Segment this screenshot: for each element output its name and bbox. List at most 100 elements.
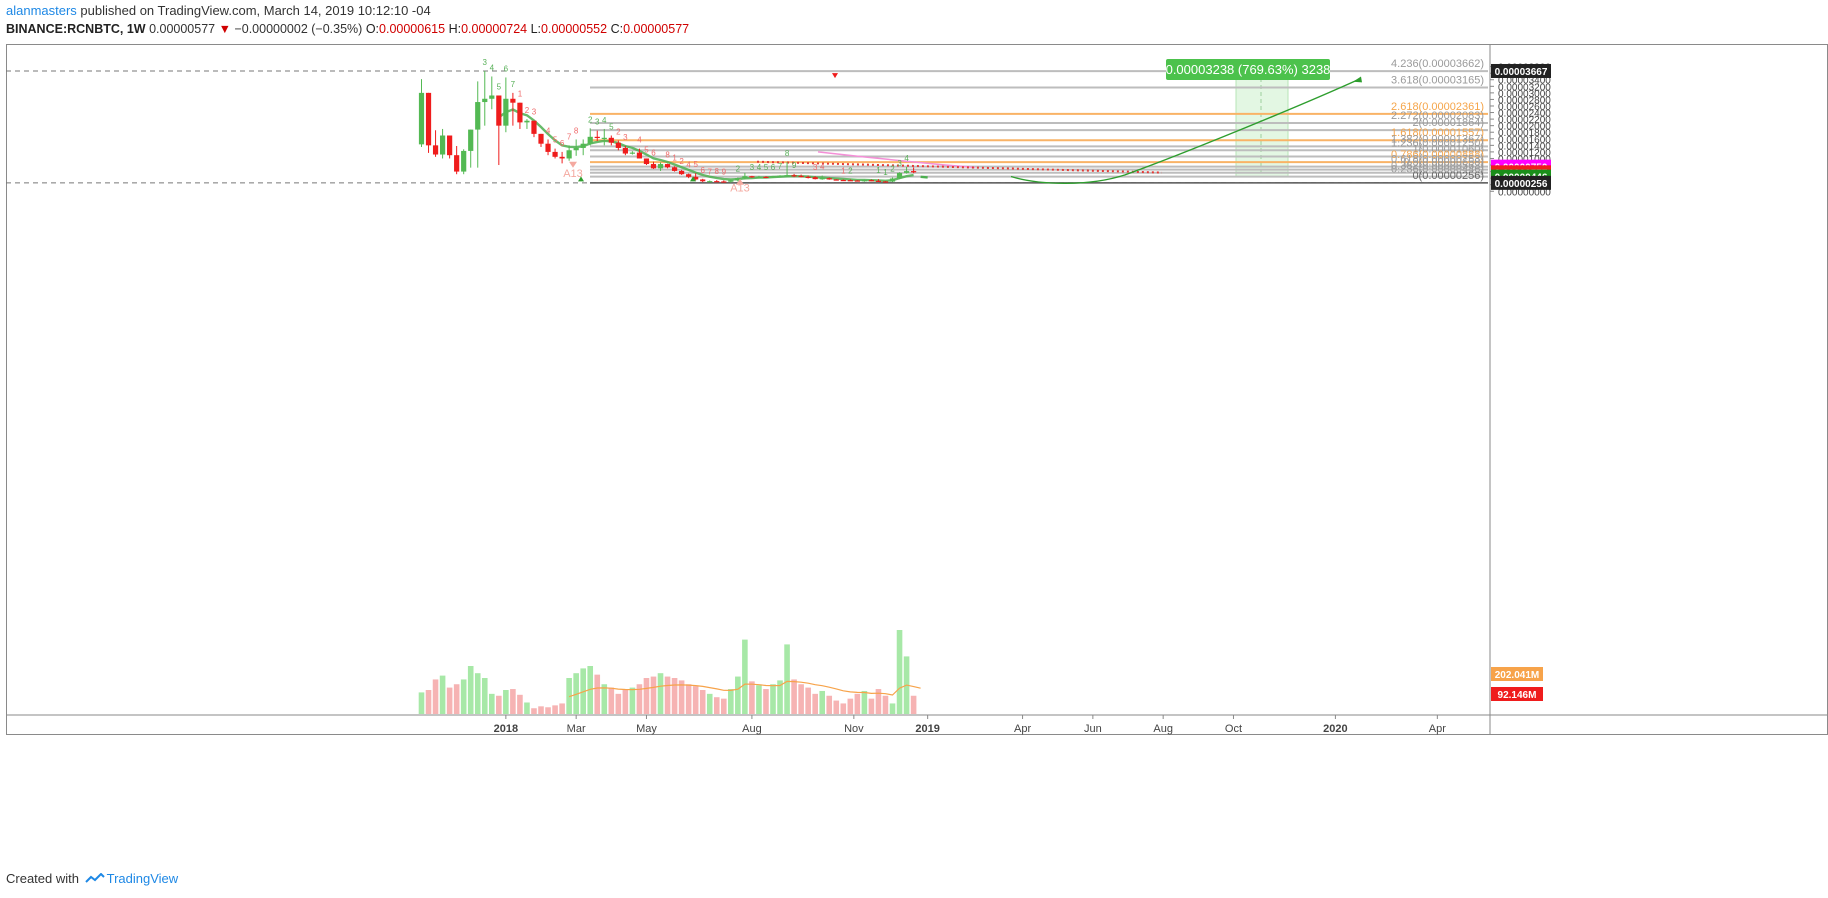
sequential-count: 5 (764, 163, 769, 172)
candle-body (559, 156, 565, 159)
down-triangle-icon (569, 161, 577, 168)
volume-bar (460, 679, 467, 714)
volume-bar (805, 687, 811, 714)
candle-body (418, 92, 425, 145)
volume-bar (826, 695, 833, 714)
candle-body (517, 102, 523, 123)
volume-bar (601, 684, 608, 714)
volume-bar (517, 694, 523, 714)
sequential-count: 6 (651, 149, 656, 158)
volume-bar (552, 705, 558, 714)
sequential-count: 9 (792, 161, 797, 170)
volume-bar (699, 690, 706, 714)
sequential-count: 6 (700, 166, 705, 175)
volume-bar (538, 706, 544, 714)
candle-body (721, 181, 727, 183)
close-value: 0.00000577 (623, 22, 690, 36)
candle-body (812, 177, 818, 180)
candle-body (882, 181, 889, 183)
sequential-count: 1 (518, 90, 523, 99)
y-tick-label: 0.00001400 (1498, 141, 1551, 152)
volume-bar (763, 689, 769, 714)
candle-body (643, 158, 650, 165)
x-tick-label: Mar (567, 723, 586, 735)
author-link[interactable]: alanmasters (6, 3, 77, 18)
candle-body (671, 167, 678, 171)
candle-body (531, 120, 537, 134)
y-tick-label: 0.00002200 (1498, 115, 1551, 126)
candle-body (566, 150, 572, 159)
candle-body (552, 151, 558, 157)
candle-body (840, 179, 846, 182)
sequential-count: 3 (595, 118, 600, 127)
created-with-text: Created with (6, 871, 79, 886)
sequential-count: 2 (616, 127, 621, 136)
volume-bar (749, 681, 755, 714)
candle-body (896, 172, 903, 179)
volume-bar (531, 708, 537, 714)
x-tick-label: Nov (844, 723, 864, 735)
volume-bar (559, 703, 565, 714)
candle-body (707, 181, 713, 183)
candle-body (728, 180, 734, 182)
tradingview-link[interactable]: TradingView (106, 871, 179, 886)
sequential-count: 1 (883, 168, 888, 177)
volume-bar (706, 693, 713, 714)
volume-bar (418, 692, 425, 714)
x-tick-label: Apr (1014, 723, 1031, 735)
price-chart[interactable]: 4.236(0.00003662) 3.618(0.00003165) 2.618(… (6, 44, 1828, 862)
down-triangle-icon (832, 73, 838, 79)
sequential-count: 4 (757, 163, 762, 172)
volume-bar (446, 687, 453, 714)
candle-body (664, 164, 671, 168)
y-tick-label: 0.00000000 (1498, 187, 1551, 198)
long-ma-line (817, 151, 976, 169)
annotation-a13-bottom: A13 (730, 182, 750, 194)
volume-bar (453, 684, 460, 714)
volume-bar (636, 684, 643, 714)
volume-bar (777, 680, 783, 714)
sequential-count: 6 (560, 139, 565, 148)
candle-body (791, 175, 797, 177)
sequential-count: 3 (532, 108, 537, 117)
volume-bar (847, 698, 854, 714)
volume-bar (496, 695, 502, 714)
candle-body (650, 164, 657, 169)
y-tick-label: 0.00001200 (1498, 148, 1551, 159)
fib-level-label: 1.618(0.00001557) (1391, 127, 1484, 139)
sequential-count: 4 (820, 163, 825, 172)
candle-body (819, 178, 825, 180)
sequential-count: 8 (715, 167, 720, 176)
symbol-line: BINANCE:RCNBTC, 1W 0.00000577 ▼ −0.00000… (6, 22, 689, 36)
candle-body (714, 181, 720, 183)
candle-body (475, 102, 481, 130)
fib-level-label: 1.236(0.00001250) (1391, 137, 1484, 149)
candle-body (439, 135, 446, 155)
target-badge (1166, 59, 1330, 80)
sequential-count: 5 (553, 136, 558, 145)
volume-bar (671, 678, 678, 714)
y-tick-label: 0.00002000 (1498, 122, 1551, 133)
volume-bar (819, 690, 826, 714)
volume-bar (439, 675, 446, 714)
fib-level-label: 4.236(0.00003662) (1391, 58, 1484, 70)
candle-body (482, 98, 488, 103)
volume-bar (432, 679, 439, 714)
publisher-line: alanmasters published on TradingView.com… (6, 3, 431, 18)
volume-badge (1491, 667, 1543, 681)
volume-bar (840, 703, 847, 714)
candle-body (503, 98, 509, 126)
volume-bar (720, 698, 727, 714)
sequential-count: 8 (785, 149, 790, 158)
fib-level-label: 0(0.00000256) (1412, 170, 1484, 182)
sequential-count: 8 (574, 126, 579, 135)
sequential-count: 5 (497, 82, 502, 91)
x-tick-label: Oct (1225, 723, 1242, 735)
volume-bar (742, 639, 748, 714)
sequential-count: 4 (637, 136, 642, 145)
y-tick-label: 0.00001600 (1498, 135, 1551, 146)
volume-bar (791, 679, 797, 714)
sequential-count: 5 (693, 160, 698, 169)
sequential-count: 4 (686, 161, 691, 170)
candle-body (615, 142, 621, 148)
